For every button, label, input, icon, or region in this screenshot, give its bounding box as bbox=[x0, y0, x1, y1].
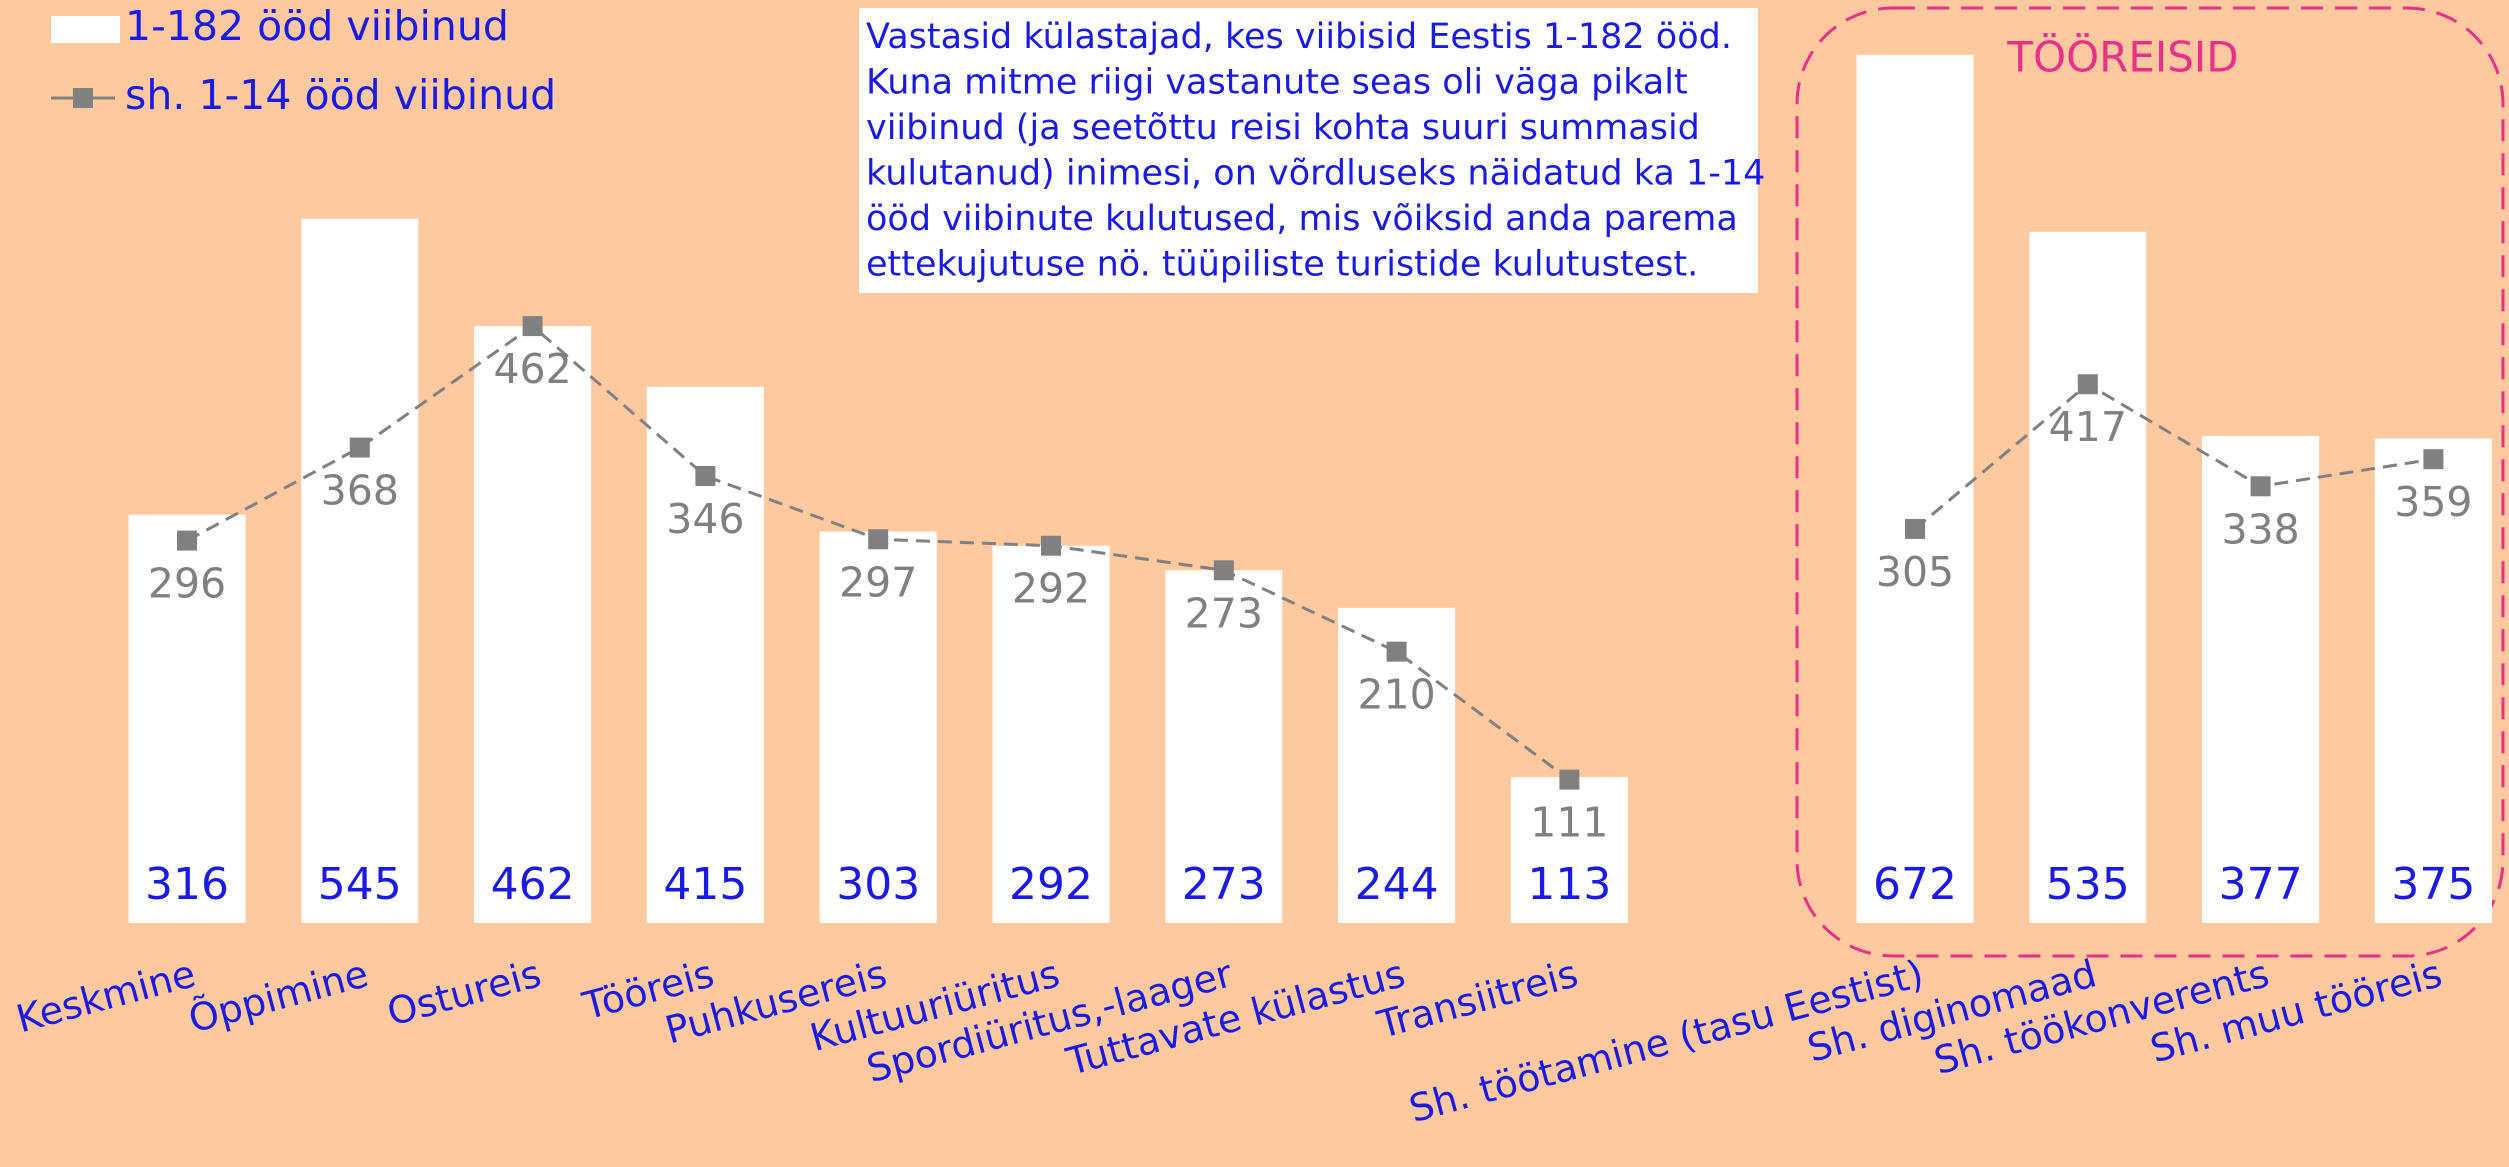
x-tick-label: Keskmine bbox=[12, 951, 200, 1041]
bar bbox=[1165, 570, 1283, 923]
bar-value-label: 462 bbox=[491, 859, 575, 910]
bar-value-label: 535 bbox=[2046, 859, 2130, 910]
bar bbox=[1856, 54, 1974, 923]
line-value-label: 292 bbox=[1012, 565, 1090, 613]
line-marker bbox=[1041, 535, 1061, 556]
line-value-label: 210 bbox=[1357, 671, 1435, 719]
bar bbox=[2202, 435, 2320, 923]
bar bbox=[2374, 438, 2492, 923]
bar-value-label: 316 bbox=[145, 859, 229, 910]
line-marker bbox=[349, 437, 370, 458]
line-marker bbox=[1213, 560, 1234, 581]
legend-label: 1-182 ööd viibinud bbox=[125, 2, 509, 50]
group-box bbox=[1795, 6, 2505, 958]
bar bbox=[301, 218, 419, 924]
line-marker bbox=[2423, 449, 2444, 470]
line-marker bbox=[1386, 641, 1407, 662]
line-marker bbox=[177, 530, 197, 551]
line-value-label: 462 bbox=[493, 345, 571, 393]
bar-value-label: 273 bbox=[1182, 859, 1266, 910]
group-label: TÖÖREISID bbox=[2006, 32, 2238, 82]
bar-value-label: 375 bbox=[2391, 859, 2475, 910]
line-value-label: 296 bbox=[148, 560, 226, 608]
annotation-box bbox=[859, 8, 1758, 293]
annotation-line: viibinud (ja seetõttu reisi kohta suuri … bbox=[866, 108, 1700, 148]
line-value-label: 273 bbox=[1185, 589, 1263, 637]
bar-value-label: 672 bbox=[1873, 859, 1957, 910]
bar bbox=[1510, 777, 1628, 923]
line-marker bbox=[695, 465, 716, 486]
bar-value-label: 377 bbox=[2219, 859, 2303, 910]
annotation-line: Vastasid külastajad, kes viibisid Eestis… bbox=[866, 17, 1732, 57]
x-tick-label: Õppimine bbox=[184, 951, 373, 1041]
line-value-label: 338 bbox=[2221, 505, 2299, 553]
bar-value-label: 303 bbox=[836, 859, 920, 910]
line-marker bbox=[1559, 769, 1580, 790]
annotation-line: ööd viibinute kulutused, mis võiksid and… bbox=[866, 199, 1738, 239]
bar-value-label: 292 bbox=[1009, 859, 1093, 910]
bar-value-label: 545 bbox=[318, 859, 402, 910]
line-value-label: 111 bbox=[1530, 799, 1608, 847]
line-value-label: 359 bbox=[2394, 478, 2472, 526]
legend-swatch bbox=[51, 16, 120, 43]
bar-value-label: 415 bbox=[663, 859, 747, 910]
x-tick-label: Ostureis bbox=[382, 951, 545, 1034]
line-value-label: 346 bbox=[666, 495, 744, 543]
line-marker bbox=[868, 529, 889, 550]
bar-value-label: 113 bbox=[1527, 859, 1611, 910]
bar-value-label: 244 bbox=[1355, 859, 1439, 910]
annotation-line: Kuna mitme riigi vastanute seas oli väga… bbox=[866, 63, 1688, 103]
annotation-line: kulutanud) inimesi, on võrdluseks näidat… bbox=[866, 154, 1765, 194]
line-value-label: 305 bbox=[1876, 548, 1954, 596]
legend-label: sh. 1-14 ööd viibinud bbox=[125, 71, 556, 119]
line-marker bbox=[522, 316, 543, 337]
line-marker bbox=[1905, 518, 1925, 539]
annotation-line: ettekujutuse nö. tüüpiliste turistide ku… bbox=[866, 245, 1698, 285]
legend-marker bbox=[73, 88, 93, 108]
bar bbox=[474, 326, 592, 923]
x-tick-label: Transiitreis bbox=[1372, 951, 1582, 1047]
bar bbox=[2029, 231, 2147, 923]
bar bbox=[128, 514, 246, 923]
line-marker bbox=[2077, 374, 2098, 395]
bar bbox=[819, 531, 937, 923]
line-marker bbox=[2250, 476, 2271, 497]
line-value-label: 297 bbox=[839, 558, 917, 606]
bar bbox=[992, 545, 1110, 923]
line-value-label: 368 bbox=[321, 467, 399, 515]
line bbox=[1914, 382, 2434, 531]
line-value-label: 417 bbox=[2049, 403, 2127, 451]
